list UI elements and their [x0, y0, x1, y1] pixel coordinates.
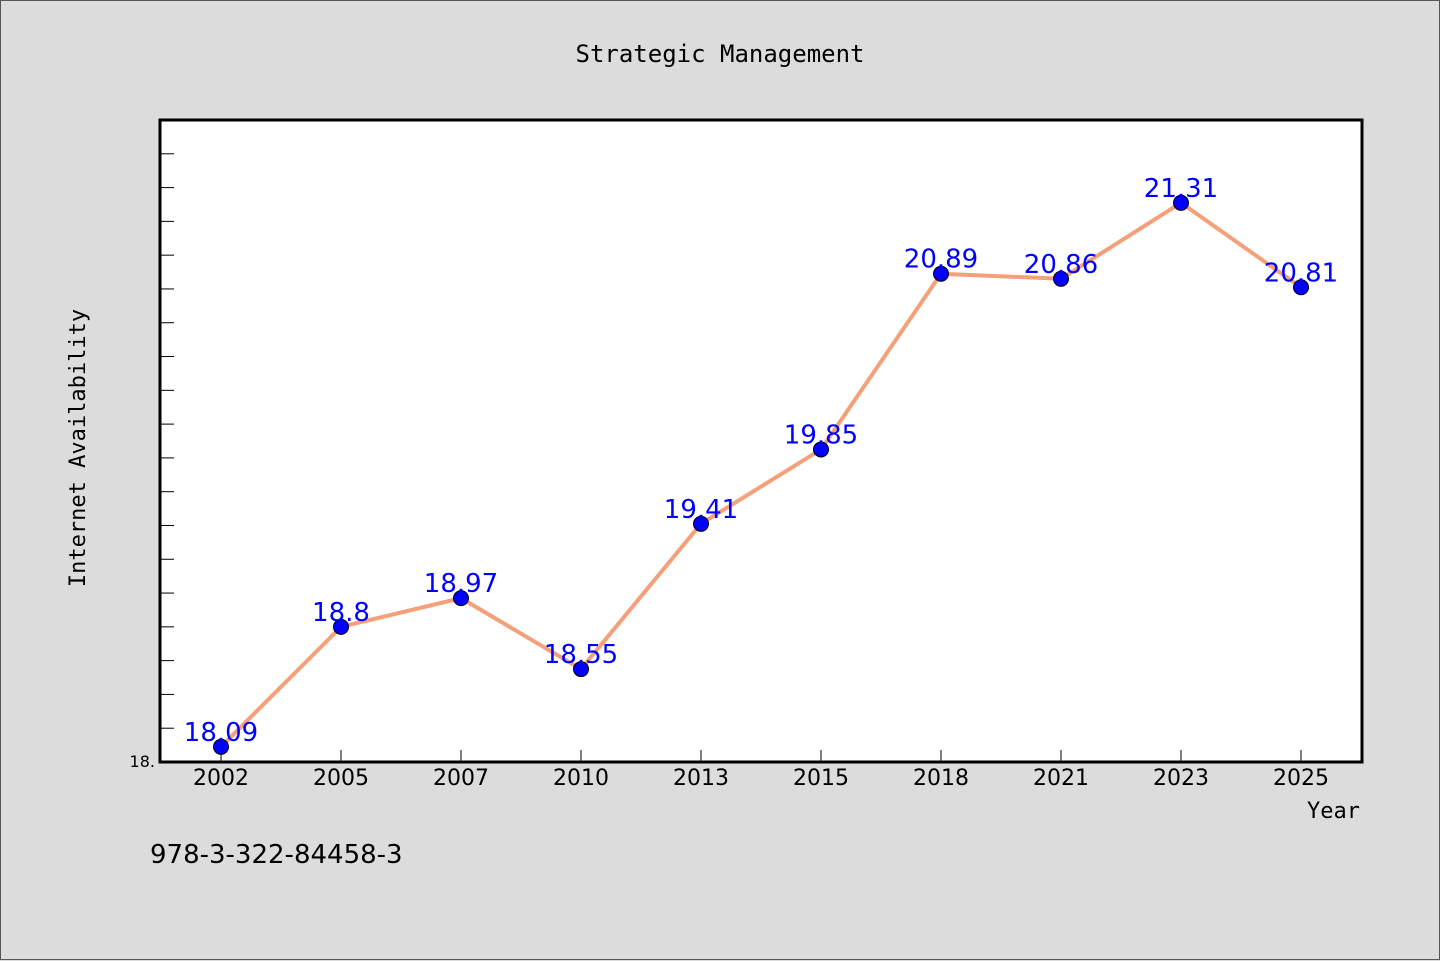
- y-tick-label: 18.: [130, 752, 155, 771]
- data-point: [213, 738, 229, 755]
- data-point: [1053, 270, 1069, 287]
- data-label: 20.89: [904, 245, 978, 275]
- y-axis-minor-ticks: [160, 119, 174, 763]
- data-label: 20.81: [1264, 258, 1338, 288]
- x-tick-label: 2013: [673, 766, 729, 791]
- data-label: 19.41: [664, 495, 738, 525]
- data-point: [573, 661, 589, 678]
- data-point: [333, 618, 349, 635]
- data-point: [933, 265, 949, 282]
- data-label: 18.97: [424, 569, 498, 599]
- x-tick-label: 2005: [313, 766, 369, 791]
- x-axis-ticks: 2002 2005 2007 2010 2013 2015 2018 2021 2023 2025: [193, 750, 1329, 791]
- series-group: 18.09 18.8 18.97 18.55 19.41 19.85 20.89 20.86 2…: [184, 174, 1338, 755]
- chart-title: Strategic Management: [576, 40, 865, 68]
- data-label: 20.86: [1024, 250, 1098, 280]
- data-point: [453, 590, 469, 607]
- data-point: [693, 515, 709, 532]
- x-tick-label: 2007: [433, 766, 489, 791]
- x-tick-label: 2021: [1033, 766, 1089, 791]
- x-tick-label: 2023: [1153, 766, 1209, 791]
- isbn-text: 978-3-322-84458-3: [150, 840, 403, 870]
- data-label: 18.09: [184, 718, 258, 748]
- data-point: [1173, 194, 1189, 211]
- x-tick-label: 2002: [193, 766, 249, 791]
- x-tick-label: 2010: [553, 766, 609, 791]
- x-axis-label: Year: [1307, 799, 1360, 824]
- x-tick-label: 2018: [913, 766, 969, 791]
- data-point: [813, 441, 829, 458]
- data-label: 18.8: [312, 598, 370, 628]
- x-tick-label: 2025: [1273, 766, 1329, 791]
- data-label: 18.55: [544, 640, 618, 670]
- series-line: [219, 200, 1303, 749]
- data-label: 21.31: [1144, 174, 1218, 204]
- plot-area: [158, 118, 1364, 764]
- data-point: [1293, 279, 1309, 296]
- data-label: 19.85: [784, 420, 858, 450]
- y-axis-label: Internet Availability: [66, 309, 91, 587]
- x-tick-label: 2015: [793, 766, 849, 791]
